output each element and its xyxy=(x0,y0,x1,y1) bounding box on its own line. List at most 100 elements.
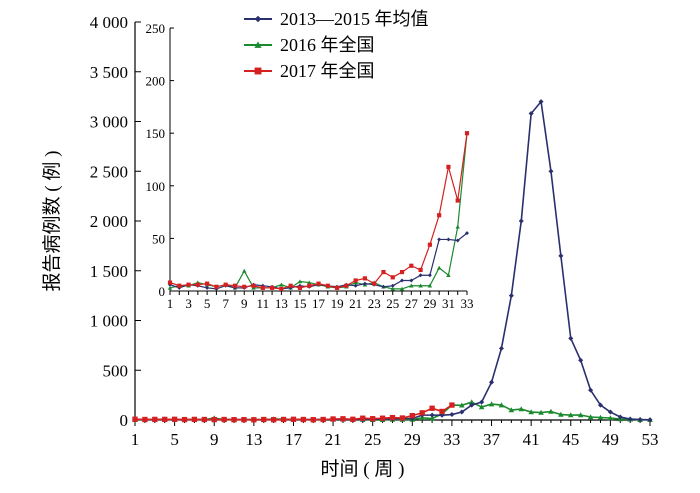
data-point xyxy=(389,414,396,421)
data-point xyxy=(211,416,217,423)
main-x-tick-label: 49 xyxy=(602,430,619,449)
data-point xyxy=(353,283,358,288)
data-point xyxy=(465,231,469,236)
legend: 2013—2015 年均值 2016 年全国 2017 年全国 xyxy=(244,9,429,81)
main-y-tick-label: 3 500 xyxy=(90,63,128,82)
data-point xyxy=(459,402,465,408)
data-point xyxy=(558,253,564,259)
data-point xyxy=(177,283,182,288)
inset-x-tick-label: 23 xyxy=(368,296,381,311)
inset-x-tick-label: 13 xyxy=(275,296,288,311)
legend-label: 2016 年全国 xyxy=(280,35,375,55)
data-point xyxy=(468,399,475,405)
data-point xyxy=(627,416,633,422)
data-point xyxy=(446,237,451,242)
data-point xyxy=(489,379,495,385)
data-point xyxy=(232,283,238,288)
main-y-tick-label: 2 000 xyxy=(90,212,128,231)
data-point xyxy=(372,281,377,286)
data-point xyxy=(132,416,138,422)
data-point xyxy=(419,410,425,416)
x-axis-title: 时间 ( 周 ) xyxy=(321,458,405,480)
main-x-tick-label: 45 xyxy=(562,430,579,449)
data-point xyxy=(439,408,445,415)
legend-item: 2013—2015 年均值 xyxy=(244,9,429,29)
data-point xyxy=(191,416,198,423)
inset-series-square xyxy=(167,131,470,291)
data-point xyxy=(205,285,210,290)
data-point xyxy=(370,416,376,422)
data-point xyxy=(360,415,366,421)
main-series-square xyxy=(132,402,455,423)
main-x-tick-label: 9 xyxy=(210,430,219,449)
data-point xyxy=(498,345,504,351)
data-point xyxy=(152,416,158,423)
data-point xyxy=(538,99,544,105)
data-point xyxy=(167,280,173,285)
data-point xyxy=(409,263,414,268)
data-point xyxy=(251,283,256,288)
data-point xyxy=(455,224,460,229)
data-point xyxy=(171,416,178,422)
data-point xyxy=(449,402,455,408)
inset-y-tick-label: 100 xyxy=(146,179,166,194)
data-point xyxy=(607,415,614,421)
main-x-tick-label: 1 xyxy=(131,430,140,449)
main-x-tick-label: 17 xyxy=(285,430,303,449)
data-point xyxy=(344,283,349,288)
data-point xyxy=(637,416,643,423)
data-point xyxy=(418,273,423,278)
data-point xyxy=(260,285,265,290)
data-point xyxy=(518,406,525,412)
inset-x-tick-label: 5 xyxy=(204,296,211,311)
data-point xyxy=(479,399,485,405)
data-point xyxy=(330,416,336,422)
inset-x-tick-label: 11 xyxy=(257,296,270,311)
data-point xyxy=(567,412,574,418)
inset-x-tick-label: 1 xyxy=(167,296,174,311)
data-point xyxy=(288,283,293,288)
data-point xyxy=(647,417,653,423)
main-y-tick-label: 4 000 xyxy=(90,13,128,32)
data-point xyxy=(307,283,312,288)
data-point xyxy=(437,237,442,242)
main-y-tick-label: 3 000 xyxy=(90,113,128,132)
inset-x-tick-label: 9 xyxy=(241,296,248,311)
data-point xyxy=(427,273,432,278)
main-x-tick-label: 13 xyxy=(245,430,262,449)
data-point xyxy=(201,416,207,423)
data-point xyxy=(214,284,219,289)
data-point xyxy=(316,281,321,286)
inset-y-tick-label: 250 xyxy=(146,21,166,36)
data-point xyxy=(362,281,367,286)
main-y-tick-label: 1 500 xyxy=(90,262,128,281)
inset-x-tick-label: 25 xyxy=(386,296,399,311)
legend-label: 2013—2015 年均值 xyxy=(280,9,429,29)
data-point xyxy=(390,275,395,280)
data-point xyxy=(297,285,303,290)
inset-x-tick-label: 19 xyxy=(331,296,344,311)
inset-x-tick-label: 31 xyxy=(442,296,455,311)
main-x-tick-label: 41 xyxy=(523,430,540,449)
inset-x-tick-label: 29 xyxy=(423,296,436,311)
y-axis-title: 报告病例数 ( 例 ) xyxy=(41,151,63,292)
data-point xyxy=(290,416,297,422)
data-point xyxy=(320,416,326,423)
data-point xyxy=(427,283,433,288)
main-x-tick-label: 5 xyxy=(170,430,179,449)
data-point xyxy=(498,402,505,408)
data-point xyxy=(195,282,200,287)
series-line xyxy=(134,99,651,421)
main-x-tick-label: 25 xyxy=(364,430,381,449)
data-point xyxy=(254,41,262,48)
data-point xyxy=(221,416,227,423)
data-point xyxy=(381,284,386,289)
data-point xyxy=(427,242,432,247)
inset-series-triangle xyxy=(167,131,470,291)
data-point xyxy=(399,269,405,275)
data-point xyxy=(429,405,435,411)
data-point xyxy=(399,415,406,421)
data-point xyxy=(409,412,415,419)
